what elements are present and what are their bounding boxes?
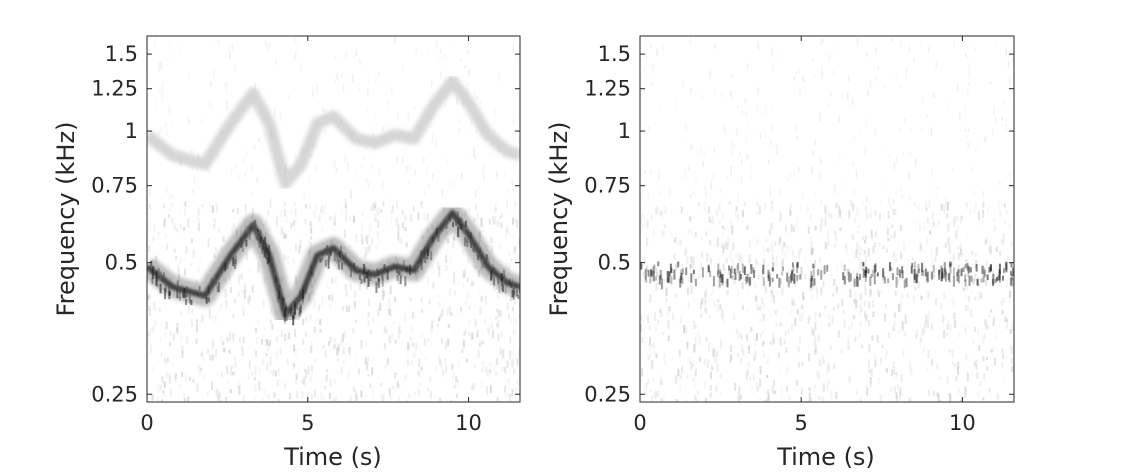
y-tick-label: 0.75 (584, 174, 631, 198)
x-axis-label: Time (s) (283, 443, 382, 471)
y-tick-label: 0.5 (598, 251, 631, 275)
spectrogram-left: 0 5 10 0.25 0.5 0.75 1 1.25 1.5 Time (s) Freque… (52, 35, 521, 471)
y-tick-label: 1 (125, 119, 138, 143)
noise-texture (640, 36, 1014, 402)
spectrogram-marks (640, 36, 1014, 402)
ridge-texture (640, 261, 1014, 290)
y-tick-label: 1.5 (105, 42, 138, 66)
y-tick-label: 1 (618, 119, 631, 143)
fundamental-ridge (147, 209, 520, 318)
spectrogram-right: 0 5 10 0.25 0.5 0.75 1 1.25 1.5 Time (s) Freque… (545, 35, 1015, 471)
x-tick-label: 0 (633, 411, 646, 435)
spectrogram-marks (147, 36, 520, 402)
x-tick-label: 5 (795, 411, 808, 435)
x-tick-label: 0 (140, 411, 153, 435)
axes-frame (639, 35, 1015, 403)
y-tick-label: 1.25 (584, 77, 631, 101)
harmonic-ridge (147, 75, 520, 190)
axes-frame (146, 35, 521, 403)
y-ticks: 0.25 0.5 0.75 1 1.25 1.5 (91, 42, 520, 406)
y-ticks: 0.25 0.5 0.75 1 1.25 1.5 (584, 42, 1014, 406)
y-tick-label: 0.25 (91, 382, 138, 406)
x-tick-label: 10 (455, 411, 482, 435)
y-tick-label: 1.25 (91, 77, 138, 101)
y-tick-label: 0.25 (584, 382, 631, 406)
y-axis-label: Frequency (kHz) (545, 122, 573, 317)
x-tick-label: 10 (949, 411, 976, 435)
ridge-texture (150, 211, 520, 326)
x-tick-label: 5 (301, 411, 314, 435)
x-axis-label: Time (s) (776, 443, 875, 471)
y-tick-label: 0.5 (105, 251, 138, 275)
y-tick-label: 0.75 (91, 174, 138, 198)
x-ticks: 0 5 10 (633, 36, 976, 435)
x-ticks: 0 5 10 (140, 36, 482, 435)
y-tick-label: 1.5 (598, 42, 631, 66)
y-axis-label: Frequency (kHz) (52, 122, 80, 317)
